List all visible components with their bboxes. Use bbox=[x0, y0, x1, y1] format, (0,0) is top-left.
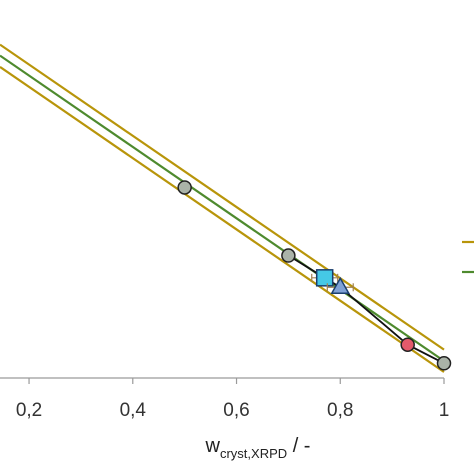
x-tick-label: 0,2 bbox=[16, 400, 42, 421]
x-tick-label: 0,8 bbox=[327, 400, 353, 421]
x-axis: 0,2 0,4 0,6 0,8 1 bbox=[0, 377, 450, 421]
data-point bbox=[400, 337, 415, 352]
data-point bbox=[281, 248, 296, 263]
data-point bbox=[177, 180, 192, 195]
series-lines bbox=[0, 43, 445, 373]
x-tick-label: 0,6 bbox=[223, 400, 249, 421]
legend bbox=[462, 240, 474, 274]
series-line bbox=[0, 54, 445, 362]
series-markers bbox=[177, 180, 452, 371]
plot-area bbox=[0, 43, 452, 373]
x-tick-label: 0,4 bbox=[120, 400, 147, 421]
series-line bbox=[287, 254, 445, 365]
series-line bbox=[0, 65, 445, 373]
data-point bbox=[330, 276, 351, 295]
series-line bbox=[0, 43, 445, 351]
data-point bbox=[315, 269, 334, 287]
data-point bbox=[436, 356, 452, 371]
x-tick-label: 1 bbox=[439, 400, 450, 421]
x-axis-title: wcryst,XRPD / - bbox=[205, 435, 311, 461]
